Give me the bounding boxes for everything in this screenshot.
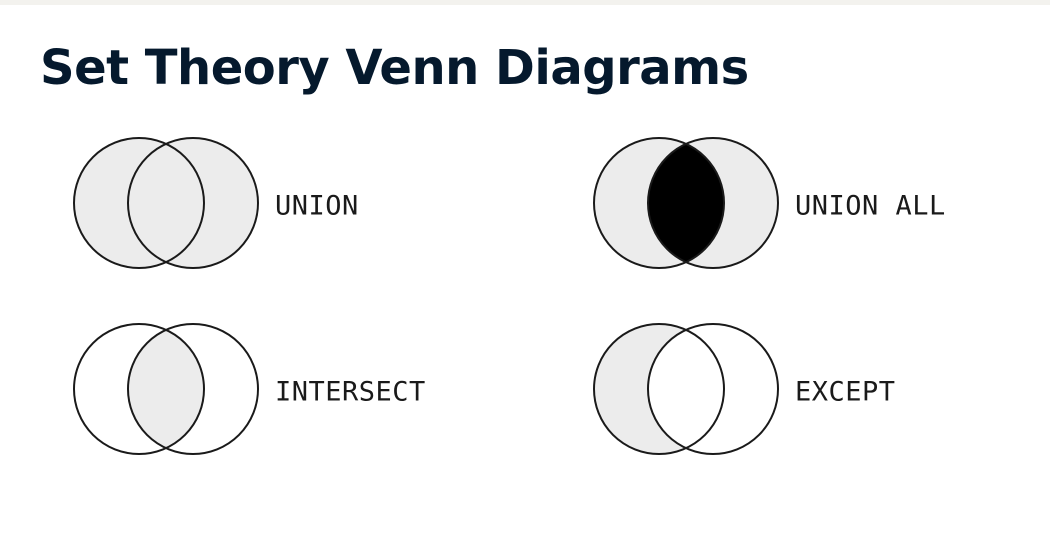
venn-diagram-intersect: INTERSECT: [73, 322, 533, 462]
venn-union-all-right-circle: [647, 137, 779, 269]
venn-union-all-label: UNION ALL: [795, 190, 946, 222]
venn-union-all-left-circle: [593, 137, 725, 269]
venn-union-right-circle: [127, 137, 259, 269]
venn-except-left-region: [594, 324, 686, 454]
venn-except-right-region: [686, 324, 778, 454]
venn-union-right-region: [166, 138, 258, 268]
page-title: Set Theory Venn Diagrams: [40, 40, 749, 96]
venn-intersect-left-region: [74, 324, 166, 454]
venn-except-left-circle: [593, 323, 725, 455]
venn-union-all-overlap-region: [647, 143, 725, 263]
venn-union-label: UNION: [275, 190, 359, 222]
venn-except-label: EXCEPT: [795, 376, 896, 408]
venn-intersect-graphic: [73, 323, 259, 455]
venn-intersect-overlap-region: [127, 329, 205, 449]
top-strip: [0, 0, 1050, 5]
venn-intersect-left-circle: [73, 323, 205, 455]
venn-diagram-union: UNION: [73, 136, 533, 276]
venn-union-all-left-region: [594, 138, 686, 268]
venn-union-graphic: [73, 137, 259, 269]
venn-diagram-union-all: UNION ALL: [593, 136, 1050, 276]
venn-union-overlap-region: [127, 143, 205, 263]
venn-diagram-except: EXCEPT: [593, 322, 1050, 462]
venn-union-all-graphic: [593, 137, 779, 269]
venn-except-overlap-region: [647, 329, 725, 449]
venn-union-all-right-region: [686, 138, 778, 268]
venn-except-graphic: [593, 323, 779, 455]
venn-union-left-region: [74, 138, 166, 268]
venn-union-left-circle: [73, 137, 205, 269]
venn-except-right-circle: [647, 323, 779, 455]
venn-intersect-right-region: [166, 324, 258, 454]
venn-intersect-label: INTERSECT: [275, 376, 426, 408]
venn-intersect-right-circle: [127, 323, 259, 455]
